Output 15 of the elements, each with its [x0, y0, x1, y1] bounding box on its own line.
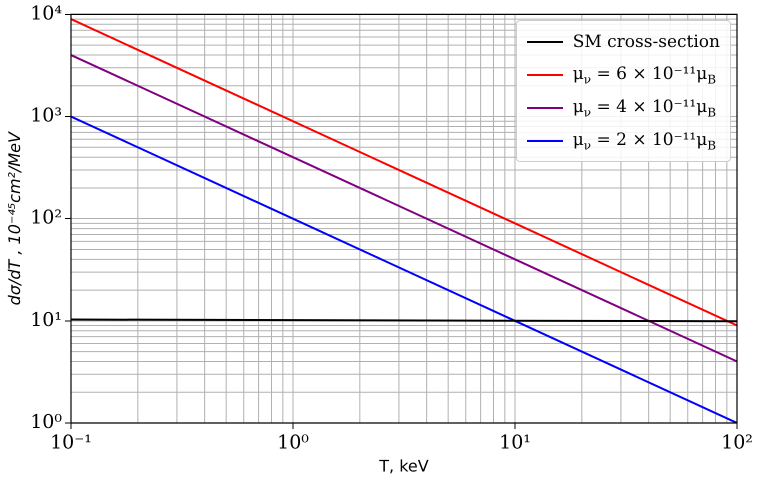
- y-tick-label: 10¹: [30, 308, 62, 331]
- legend-label: μ$_{ν}$ = 2 × 10⁻¹¹μ$_{B}$: [572, 130, 716, 152]
- y-tick-label: 10³: [30, 104, 62, 126]
- x-tick-label: 10⁰: [277, 431, 310, 454]
- legend-label: μ$_{ν}$ = 4 × 10⁻¹¹μ$_{B}$: [572, 96, 716, 120]
- x-tick-label: 10²: [721, 431, 753, 454]
- y-tick-label: 10⁴: [30, 2, 62, 24]
- x-tick-label: 10⁻¹: [50, 431, 92, 454]
- legend-label: SM cross-section: [572, 32, 720, 52]
- x-axis-title: T, keV: [378, 456, 429, 476]
- legend-label: μ$_{ν}$ = 6 × 10⁻¹¹μ$_{B}$: [572, 64, 716, 86]
- y-axis-title: dσ/dT , 10⁻⁴⁵cm²/MeV: [4, 131, 24, 306]
- y-tick-label: 10²: [30, 206, 62, 229]
- x-tick-label: 10¹: [499, 431, 531, 454]
- y-tick-label: 10⁰: [30, 410, 62, 433]
